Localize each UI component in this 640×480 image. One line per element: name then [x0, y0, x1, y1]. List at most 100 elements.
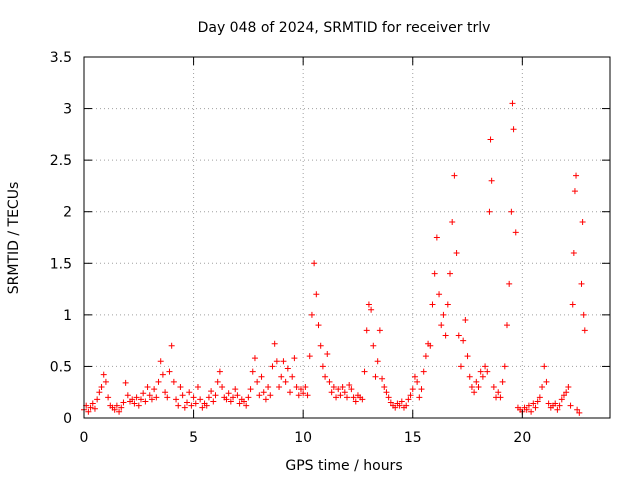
data-point [405, 396, 412, 403]
data-point [488, 177, 495, 184]
y-tick-label: 1.5 [50, 256, 72, 272]
data-point [570, 249, 577, 256]
data-point [567, 402, 574, 409]
y-tick-label: 1 [63, 308, 72, 324]
data-point [348, 386, 355, 393]
data-point [98, 384, 105, 391]
data-point [409, 386, 416, 393]
data-point [497, 394, 504, 401]
data-point [293, 384, 300, 391]
data-point [422, 353, 429, 360]
data-point [573, 172, 580, 179]
data-point [140, 390, 147, 397]
data-point [118, 404, 125, 411]
data-point [414, 378, 421, 385]
data-point [438, 322, 445, 329]
data-point [333, 394, 340, 401]
data-point [131, 400, 138, 407]
data-point [282, 378, 289, 385]
data-point [457, 363, 464, 370]
data-point [442, 332, 449, 339]
data-point [315, 322, 322, 329]
data-point [203, 402, 210, 409]
data-point [212, 392, 219, 399]
data-point [418, 386, 425, 393]
data-point [297, 386, 304, 393]
axis-ticks: 0 0.5 1 1.5 2 2.5 3 3.5 0 5 10 15 20 [50, 50, 610, 446]
data-point [554, 406, 561, 413]
data-point [506, 280, 513, 287]
data-point [89, 400, 96, 407]
data-point [532, 404, 539, 411]
data-point [157, 358, 164, 365]
data-point [216, 368, 223, 375]
data-point [188, 402, 195, 409]
data-point [368, 306, 375, 313]
data-point [313, 291, 320, 298]
data-point [116, 408, 123, 415]
data-point [162, 389, 169, 396]
data-point [227, 398, 234, 405]
data-point [376, 327, 383, 334]
data-point [503, 322, 510, 329]
grid-lines [84, 57, 610, 418]
data-point [350, 394, 357, 401]
data-point [379, 375, 386, 382]
data-point [508, 208, 515, 215]
data-point [462, 317, 469, 324]
data-point [530, 400, 537, 407]
data-point [258, 373, 265, 380]
data-point [148, 396, 155, 403]
data-point [300, 390, 307, 397]
data-point [267, 392, 274, 399]
x-tick-label: 5 [189, 430, 198, 446]
data-point [120, 399, 127, 406]
data-point [245, 394, 252, 401]
data-point [153, 394, 160, 401]
data-point [429, 301, 436, 308]
y-tick-label: 0 [63, 411, 72, 427]
data-point [100, 371, 107, 378]
data-point [359, 396, 366, 403]
data-point [186, 389, 193, 396]
data-point [184, 399, 191, 406]
data-point [447, 270, 454, 277]
data-point [249, 368, 256, 375]
data-point [407, 392, 414, 399]
data-point [306, 353, 313, 360]
data-point [487, 136, 494, 143]
data-point [370, 342, 377, 349]
data-point [433, 234, 440, 241]
data-point [133, 394, 140, 401]
data-point [396, 402, 403, 409]
data-point [284, 365, 291, 372]
data-point [523, 406, 530, 413]
data-point [392, 404, 399, 411]
data-point [96, 389, 103, 396]
data-point [319, 363, 326, 370]
data-point [335, 386, 342, 393]
data-point [210, 398, 217, 405]
chart-title: Day 048 of 2024, SRMTID for receiver trl… [198, 20, 491, 36]
data-point [466, 373, 473, 380]
data-point [330, 384, 337, 391]
data-point [311, 260, 318, 267]
data-point [105, 394, 112, 401]
data-point [199, 404, 206, 411]
data-point [477, 368, 484, 375]
data-point [151, 386, 158, 393]
data-point [265, 384, 272, 391]
data-point [175, 402, 182, 409]
data-point [473, 378, 480, 385]
data-point [383, 389, 390, 396]
data-point [302, 384, 309, 391]
data-point [560, 392, 567, 399]
data-point [159, 371, 166, 378]
data-point [499, 378, 506, 385]
data-point [113, 402, 120, 409]
data-point [556, 402, 563, 409]
data-point [344, 394, 350, 401]
data-point [194, 384, 201, 391]
data-point [102, 378, 109, 385]
data-point [484, 368, 491, 375]
